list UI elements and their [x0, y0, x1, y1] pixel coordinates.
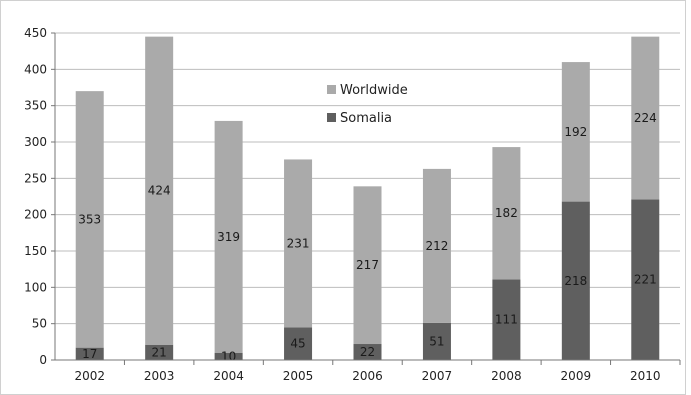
data-label-somalia-2005: 45: [290, 337, 305, 351]
x-tick-label-2009: 2009: [561, 369, 592, 383]
bar-worldwide-2002: [75, 91, 104, 348]
data-label-worldwide-2007: 212: [425, 239, 448, 253]
y-tick-label: 300: [24, 135, 47, 149]
y-tick-label: 250: [24, 171, 47, 185]
bar-worldwide-2003: [145, 36, 174, 345]
x-tick-label-2004: 2004: [213, 369, 244, 383]
bar-somalia-2007: [422, 322, 451, 360]
x-tick-label-2003: 2003: [144, 369, 175, 383]
data-label-worldwide-2006: 217: [356, 258, 379, 272]
y-tick-label: 50: [32, 317, 47, 331]
data-labels: 17 353 21 424 10 319 45 231 22 217 51 212 111 182 218 1…: [78, 111, 656, 363]
bar-worldwide-2008: [492, 147, 521, 280]
x-tick-label-2008: 2008: [491, 369, 522, 383]
legend-label-somalia: Somalia: [340, 111, 392, 126]
bar-worldwide-2010: [631, 36, 660, 200]
x-tick-label-2002: 2002: [74, 369, 105, 383]
legend-swatch-worldwide: [327, 85, 336, 94]
data-label-worldwide-2002: 353: [78, 212, 101, 226]
bar-worldwide-2005: [284, 159, 313, 328]
y-tick-label: 150: [24, 244, 47, 258]
bars: [75, 36, 660, 360]
x-tick-label-2005: 2005: [283, 369, 314, 383]
y-tick-label: 450: [24, 26, 47, 40]
y-tick-label: 350: [24, 99, 47, 113]
bar-somalia-2003: [145, 344, 174, 360]
bar-somalia-2006: [353, 344, 382, 360]
legend-label-worldwide: Worldwide: [340, 83, 408, 98]
data-label-somalia-2002: 17: [82, 347, 97, 361]
bar-somalia-2009: [561, 201, 590, 360]
bar-somalia-2002: [75, 347, 104, 360]
data-label-worldwide-2008: 182: [495, 206, 518, 220]
data-label-worldwide-2004: 319: [217, 230, 240, 244]
data-label-somalia-2009: 218: [564, 274, 587, 288]
bar-somalia-2008: [492, 279, 521, 360]
y-tick-label: 100: [24, 280, 47, 294]
x-tick-label-2006: 2006: [352, 369, 383, 383]
data-label-worldwide-2009: 192: [564, 125, 587, 139]
y-tick-label: 400: [24, 62, 47, 76]
y-tick-label: 0: [39, 353, 47, 367]
bar-somalia-2004: [214, 352, 243, 360]
data-label-somalia-2008: 111: [495, 313, 518, 327]
data-label-somalia-2007: 51: [429, 334, 444, 348]
data-label-worldwide-2003: 424: [148, 184, 171, 198]
axes: 0 50 100 150 200 250 300 350 400 450 2002 2003 2004 2…: [24, 26, 681, 383]
data-label-somalia-2003: 21: [152, 345, 167, 359]
legend-swatch-somalia: [327, 113, 336, 122]
bar-somalia-2005: [284, 327, 313, 360]
data-label-worldwide-2005: 231: [287, 236, 310, 250]
bar-worldwide-2004: [214, 120, 243, 353]
data-label-worldwide-2010: 224: [634, 111, 657, 125]
x-tick-label-2010: 2010: [630, 369, 661, 383]
data-label-somalia-2010: 221: [634, 273, 657, 287]
bar-worldwide-2007: [422, 168, 451, 323]
data-label-somalia-2004: 10: [221, 349, 236, 363]
data-label-somalia-2006: 22: [360, 345, 375, 359]
legend: Worldwide Somalia: [327, 83, 408, 126]
y-tick-label: 200: [24, 208, 47, 222]
bar-worldwide-2006: [353, 186, 382, 345]
x-tick-label-2007: 2007: [422, 369, 453, 383]
bar-worldwide-2009: [561, 62, 590, 202]
bar-somalia-2010: [631, 199, 660, 360]
